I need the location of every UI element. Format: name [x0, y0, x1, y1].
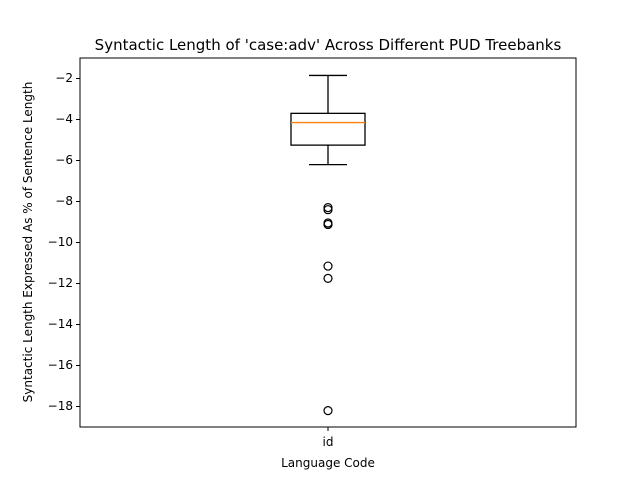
y-tick-label: −4	[55, 112, 73, 126]
y-tick-label: −2	[55, 71, 73, 85]
outlier-point	[323, 219, 333, 230]
iqr-box	[290, 112, 366, 146]
x-tick-label: id	[323, 435, 334, 449]
outlier-point	[323, 273, 333, 283]
x-axis-label: Language Code	[281, 456, 375, 470]
outlier-point	[323, 406, 333, 416]
y-axis: −2 −4 −6 −8 −10 −12 −14 −16 −18	[48, 71, 80, 413]
y-tick-label: −6	[55, 153, 73, 167]
y-axis-label: Syntactic Length Expressed As % of Sente…	[21, 82, 35, 403]
y-tick-label: −10	[48, 235, 73, 249]
y-tick-label: −18	[48, 399, 73, 413]
chart-title: Syntactic Length of 'case:adv' Across Di…	[95, 36, 562, 54]
box-series	[290, 74, 366, 416]
x-axis: id	[323, 427, 334, 449]
y-tick-label: −12	[48, 276, 73, 290]
outlier-point	[323, 261, 333, 271]
y-tick-label: −14	[48, 317, 73, 331]
y-tick-label: −16	[48, 358, 73, 372]
outlier-point	[323, 205, 333, 215]
y-tick-label: −8	[55, 194, 73, 208]
